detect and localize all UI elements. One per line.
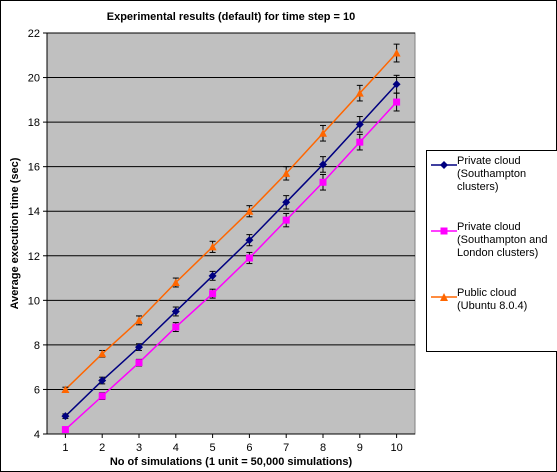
data-point-1 [282,198,291,207]
legend-label-public-cloud: Public cloud (Ubuntu 8.0.4) [457,287,528,312]
data-point-1 [355,120,364,129]
data-point-2 [61,426,69,434]
y-tick-label: 16 [28,162,40,174]
y-axis-label: Average execution time (sec) [9,157,21,309]
x-tick-label: 7 [283,442,289,454]
data-point-3 [98,349,107,358]
series-line-1 [64,83,398,417]
data-point-3 [171,278,180,287]
data-point-1 [135,343,143,352]
data-point-3 [392,49,401,57]
y-tick-label: 4 [34,429,40,441]
data-point-1 [319,160,327,169]
data-point-1 [171,307,180,316]
chart-title: Experimental results (default) for time … [107,11,356,23]
data-point-3 [282,169,291,177]
legend-label-southampton-london: Private cloud (Southampton and London cl… [457,221,548,259]
data-point-2 [245,254,253,262]
y-tick-label: 8 [34,340,40,352]
x-tick-label: 5 [210,442,216,454]
y-tick-label: 6 [34,384,40,396]
x-tick-label: 10 [390,442,402,454]
y-tick-label: 12 [28,251,40,263]
data-point-1 [61,412,70,421]
data-point-2 [356,138,364,146]
legend-swatch-southampton [431,161,457,169]
y-tick-label: 22 [28,28,40,40]
data-point-3 [135,316,143,324]
y-tick-label: 18 [28,117,40,129]
data-point-2 [135,359,143,367]
series-line-3 [64,52,398,390]
data-point-3 [208,242,217,251]
x-tick-label: 6 [246,442,252,454]
data-point-3 [319,129,327,137]
y-tick-label: 10 [28,295,40,307]
data-point-2 [98,392,106,400]
x-tick-label: 8 [320,442,326,454]
data-point-1 [98,376,107,385]
data-point-2 [172,323,180,331]
data-point-2 [319,178,327,186]
legend-label-southampton: Private cloud (Southampton clusters) [457,155,527,193]
data-point-3 [355,89,364,97]
data-point-3 [245,207,254,215]
data-point-1 [392,80,401,89]
legend-swatch-southampton-london [431,227,457,235]
legend-swatch-public-cloud [431,293,457,301]
x-tick-label: 3 [136,442,142,454]
y-tick-label: 20 [28,73,40,85]
x-tick-label: 2 [99,442,105,454]
series-line-2 [64,101,398,431]
data-point-2 [393,98,401,106]
legend: Private cloud (Southampton clusters) Pri… [426,150,557,352]
y-tick-label: 14 [28,206,40,218]
data-point-2 [209,290,217,298]
x-tick-label: 4 [173,442,179,454]
data-point-3 [61,385,70,393]
x-tick-label: 9 [357,442,363,454]
data-point-1 [208,271,217,280]
x-axis-label: No of simulations (1 unit = 50,000 simul… [110,456,353,468]
x-tick-label: 1 [62,442,68,454]
data-point-1 [245,236,254,245]
data-point-2 [282,216,290,224]
